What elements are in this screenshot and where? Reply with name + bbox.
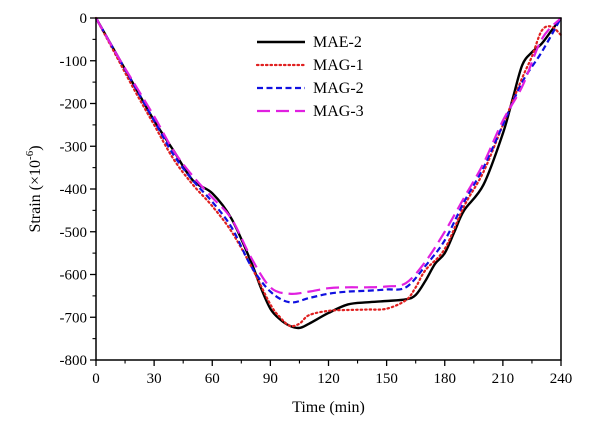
x-tick-label: 120: [317, 371, 340, 387]
y-tick-label: -500: [60, 225, 88, 241]
legend-label-mag-1: MAG-1: [313, 57, 364, 74]
y-axis-title: Strain (×10-6): [24, 145, 44, 232]
y-tick-label: -200: [60, 97, 88, 113]
legend-label-mag-3: MAG-3: [313, 103, 364, 120]
x-tick-label: 240: [550, 371, 573, 387]
x-tick-label: 180: [434, 371, 457, 387]
x-tick-label: 0: [92, 371, 100, 387]
series-line-mag-2: [95, 17, 562, 304]
series-line-mag-3: [95, 17, 562, 295]
x-tick-label: 60: [205, 371, 220, 387]
y-axis-title-exponent: -6: [24, 150, 36, 160]
y-tick-label: -300: [60, 139, 88, 155]
x-axis-ticks: 0 30 60 90 120 150 180 210 240: [92, 360, 572, 387]
x-tick-label: 30: [147, 371, 162, 387]
legend-label-mag-2: MAG-2: [313, 80, 364, 97]
legend: MAE-2 MAG-1 MAG-2 MAG-3: [255, 34, 364, 120]
y-tick-label: -600: [60, 268, 88, 284]
y-axis-title-prefix: Strain (×10: [27, 160, 44, 233]
y-axis-title-suffix: ): [27, 145, 44, 150]
legend-label-mae-2: MAE-2: [313, 34, 362, 51]
series-lines: [94, 16, 563, 330]
y-tick-label: -400: [60, 182, 88, 198]
x-tick-label: 210: [492, 371, 515, 387]
x-tick-label: 150: [375, 371, 398, 387]
y-tick-label: 0: [80, 11, 88, 27]
x-tick-label: 90: [263, 371, 278, 387]
y-tick-label: -100: [60, 54, 88, 70]
y-tick-label: -700: [60, 310, 88, 326]
x-axis-title: Time (min): [292, 399, 365, 416]
y-axis-ticks: 0 -100 -200 -300 -400 -500 -600 -700 -800: [60, 11, 96, 369]
y-tick-label: -800: [60, 353, 88, 369]
